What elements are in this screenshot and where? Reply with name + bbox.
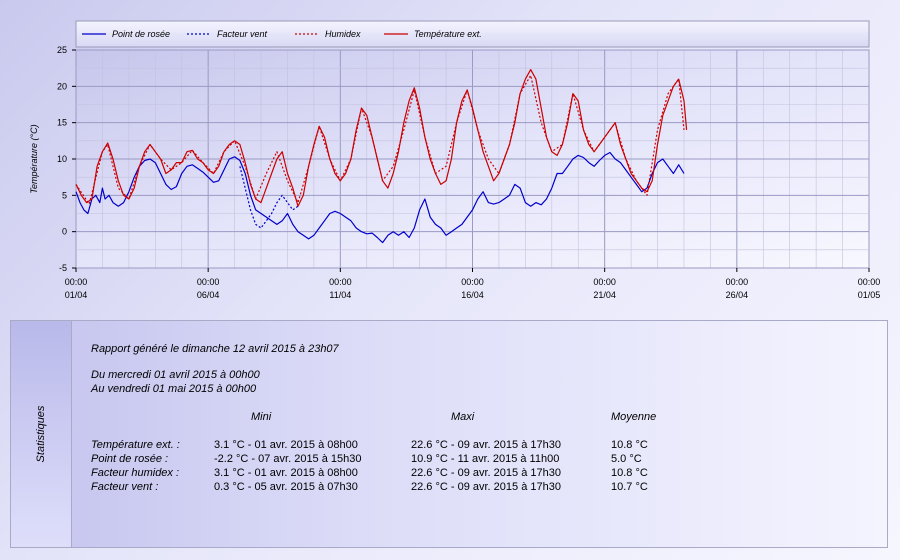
series-line-facteur-vent bbox=[239, 166, 299, 229]
row-maxi: 22.6 °C - 09 avr. 2015 à 17h30 bbox=[411, 439, 561, 451]
row-label: Température ext. : bbox=[91, 439, 180, 451]
statistics-panel: Statistiques Rapport généré le dimanche … bbox=[10, 320, 888, 548]
row-maxi: 10.9 °C - 11 avr. 2015 à 11h00 bbox=[411, 453, 560, 465]
temperature-chart: -5 0 5 10 15 20 25 00:00 01/04 00:00 06/04 00:00 11… bbox=[29, 20, 881, 300]
row-maxi: 22.6 °C - 09 avr. 2015 à 17h30 bbox=[411, 467, 561, 479]
x-tick-date: 06/04 bbox=[197, 290, 220, 300]
row-moyenne: 10.7 °C bbox=[611, 481, 648, 493]
series-line-point-de-rosee bbox=[75, 151, 685, 244]
x-tick-date: 26/04 bbox=[726, 290, 749, 300]
x-tick-date: 01/05 bbox=[858, 290, 881, 300]
y-tick-label: -5 bbox=[59, 263, 67, 273]
legend-label-facteur-vent: Facteur vent bbox=[217, 29, 268, 39]
x-tick-date: 01/04 bbox=[65, 290, 88, 300]
statistics-side-tab: Statistiques bbox=[11, 321, 72, 547]
x-tick-date: 16/04 bbox=[461, 290, 484, 300]
x-tick-date: 21/04 bbox=[593, 290, 616, 300]
row-label: Point de rosée : bbox=[91, 453, 169, 465]
x-axis: 00:00 01/04 00:00 06/04 00:00 11/04 00:00 16/04… bbox=[65, 268, 881, 300]
x-tick-time: 00:00 bbox=[726, 277, 749, 287]
y-axis: -5 0 5 10 15 20 25 bbox=[57, 45, 76, 273]
series-line-temperature-ext bbox=[75, 69, 688, 207]
row-mini: 3.1 °C - 01 avr. 2015 à 08h00 bbox=[214, 439, 358, 451]
y-tick-label: 10 bbox=[57, 154, 67, 164]
x-tick-time: 00:00 bbox=[461, 277, 484, 287]
x-tick-time: 00:00 bbox=[858, 277, 881, 287]
legend-label-humidex: Humidex bbox=[325, 29, 361, 39]
series-lines bbox=[75, 69, 688, 244]
row-moyenne: 5.0 °C bbox=[611, 453, 642, 465]
y-tick-label: 0 bbox=[62, 227, 67, 237]
header-mini: Mini bbox=[251, 411, 272, 423]
row-label: Facteur humidex : bbox=[91, 467, 180, 479]
header-maxi: Maxi bbox=[451, 411, 475, 423]
legend: Point de rosée Facteur vent Humidex Tempéra… bbox=[82, 29, 482, 39]
y-tick-label: 15 bbox=[57, 118, 67, 128]
x-tick-time: 00:00 bbox=[593, 277, 616, 287]
x-tick-time: 00:00 bbox=[197, 277, 220, 287]
row-maxi: 22.6 °C - 09 avr. 2015 à 17h30 bbox=[411, 481, 561, 493]
row-mini: 0.3 °C - 05 avr. 2015 à 07h30 bbox=[214, 481, 358, 493]
legend-label-point-de-rosee: Point de rosée bbox=[112, 29, 170, 39]
x-tick-time: 00:00 bbox=[65, 277, 88, 287]
y-axis-label: Température (°C) bbox=[29, 124, 39, 193]
statistics-side-label: Statistiques bbox=[35, 405, 47, 463]
header-moyenne: Moyenne bbox=[611, 411, 657, 423]
report-generated-line: Rapport généré le dimanche 12 avril 2015… bbox=[91, 343, 339, 355]
x-tick-time: 00:00 bbox=[329, 277, 352, 287]
period-to-line: Au vendredi 01 mai 2015 à 00h00 bbox=[91, 383, 257, 395]
row-label: Facteur vent : bbox=[91, 481, 159, 493]
y-tick-label: 20 bbox=[57, 81, 67, 91]
x-tick-date: 11/04 bbox=[329, 290, 351, 300]
period-from-line: Du mercredi 01 avril 2015 à 00h00 bbox=[91, 369, 260, 381]
row-mini: -2.2 °C - 07 avr. 2015 à 15h30 bbox=[214, 453, 362, 465]
row-mini: 3.1 °C - 01 avr. 2015 à 08h00 bbox=[214, 467, 358, 479]
y-tick-label: 5 bbox=[62, 190, 67, 200]
y-tick-label: 25 bbox=[57, 45, 67, 55]
row-moyenne: 10.8 °C bbox=[611, 467, 648, 479]
row-moyenne: 10.8 °C bbox=[611, 439, 648, 451]
legend-label-temperature-ext: Température ext. bbox=[414, 29, 482, 39]
